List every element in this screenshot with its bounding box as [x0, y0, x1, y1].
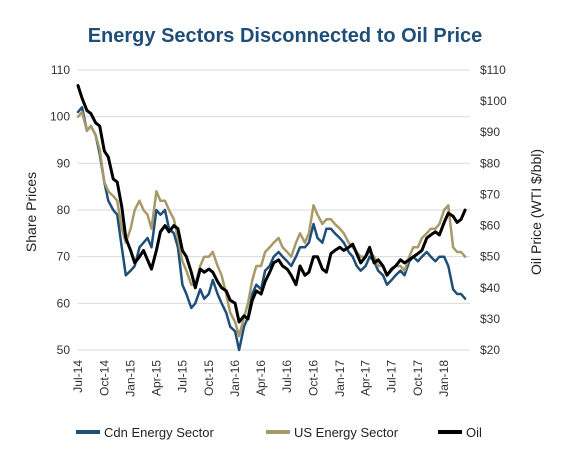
x-tick-label: Oct-15 — [202, 360, 216, 396]
right-tick-label: $110 — [480, 63, 506, 77]
x-tick-label: Apr-15 — [149, 360, 163, 396]
grid-lines — [78, 69, 470, 351]
x-tick-label: Jul-16 — [280, 360, 294, 393]
x-tick-label: Jan-15 — [124, 360, 138, 397]
legend-label: Oil — [466, 425, 482, 440]
right-tick-label: $50 — [480, 250, 500, 264]
right-tick-label: $90 — [480, 125, 500, 139]
x-tick-label: Jan-17 — [333, 360, 347, 397]
x-tick-label: Jul-15 — [175, 360, 189, 393]
legend-label: Cdn Energy Sector — [104, 425, 215, 440]
left-tick-label: 50 — [57, 343, 71, 357]
right-tick-label: $30 — [480, 312, 500, 326]
series-lines — [76, 84, 467, 352]
series-line-oil — [76, 84, 467, 324]
x-tick-label: Jul-17 — [385, 360, 399, 393]
chart-legend: Cdn Energy Sector US Energy Sector Oil — [76, 425, 482, 440]
x-tick-label: Oct-17 — [411, 360, 425, 396]
right-tick-label: $80 — [480, 156, 500, 170]
x-tick-label: Jan-18 — [437, 360, 451, 397]
left-tick-label: 80 — [57, 203, 71, 217]
chart-title: Energy Sectors Disconnected to Oil Price — [88, 25, 483, 47]
right-axis-title: Oil Price (WTI $/bbl) — [528, 149, 544, 275]
right-tick-label: $40 — [480, 281, 500, 295]
x-tick-label: Jul-14 — [71, 360, 85, 393]
left-tick-label: 70 — [57, 250, 71, 264]
right-tick-label: $20 — [480, 343, 500, 357]
left-tick-label: 100 — [50, 110, 70, 124]
x-tick-label: Apr-16 — [254, 360, 268, 396]
legend-label: US Energy Sector — [294, 425, 399, 440]
left-axis-title: Share Prices — [23, 172, 39, 252]
left-tick-label: 90 — [57, 156, 71, 170]
right-y-axis-ticks: $20 $30 $40 $50 $60 $70 $80 $90 $100 $110 — [480, 63, 507, 357]
series-line-us-energy-sector — [76, 110, 467, 338]
right-tick-label: $100 — [480, 94, 507, 108]
right-tick-label: $60 — [480, 219, 500, 233]
right-tick-label: $70 — [480, 187, 500, 201]
series-line-cdn-energy-sector — [76, 106, 467, 352]
x-axis-ticks: Jul-14 Oct-14 Jan-15 Apr-15 Jul-15 Oct-15 Jan-… — [71, 360, 451, 397]
left-tick-label: 60 — [57, 296, 71, 310]
x-tick-label: Jan-16 — [228, 360, 242, 397]
x-tick-label: Oct-14 — [97, 360, 111, 396]
left-tick-label: 110 — [51, 63, 70, 77]
x-tick-label: Oct-16 — [306, 360, 320, 396]
x-tick-label: Apr-17 — [359, 360, 373, 396]
left-y-axis-ticks: 50 60 70 80 90 100 110 — [50, 63, 70, 357]
